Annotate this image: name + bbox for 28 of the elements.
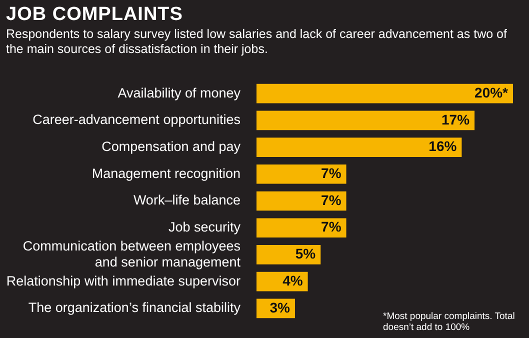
y-tick-label: Work–life balance xyxy=(133,192,240,208)
bar xyxy=(256,164,346,184)
chart-subtitle: Respondents to salary survey listed low salaries and lack of career advancement as two of the main sources of dissatisfaction in their jobs. xyxy=(6,27,508,57)
text: JOB COMPLAINTS xyxy=(6,4,183,26)
annotation: *Most popular complaints. Total doesn’t add to 100% xyxy=(383,311,516,333)
data-label: 4% xyxy=(282,272,304,288)
y-tick-label: Job security xyxy=(168,220,241,235)
data-label: 7% xyxy=(321,164,342,181)
y-tick-label: The organization’s financial stability xyxy=(28,300,241,316)
bar xyxy=(256,245,321,264)
bar xyxy=(256,110,475,130)
y-tick-label: Career-advancement opportunities xyxy=(32,112,241,128)
data-label: 7% xyxy=(321,192,342,208)
y-tick-label: Availability of money xyxy=(118,85,241,100)
data-label: 17% xyxy=(441,111,470,128)
data-label: 3% xyxy=(270,299,291,316)
data-label: 20%* xyxy=(474,84,509,100)
data-label: 16% xyxy=(428,138,458,154)
y-tick-label: Communication between employees and senior management xyxy=(22,238,241,270)
bar xyxy=(256,191,346,211)
data-label: 5% xyxy=(295,246,316,262)
y-tick-label: Management recognition xyxy=(92,166,240,181)
y-tick-label: Compensation and pay xyxy=(102,138,241,154)
bar xyxy=(256,84,513,104)
data-label: 7% xyxy=(321,218,342,235)
bar xyxy=(256,218,346,238)
bar xyxy=(256,138,462,157)
y-tick-label: Relationship with immediate supervisor xyxy=(6,273,241,288)
